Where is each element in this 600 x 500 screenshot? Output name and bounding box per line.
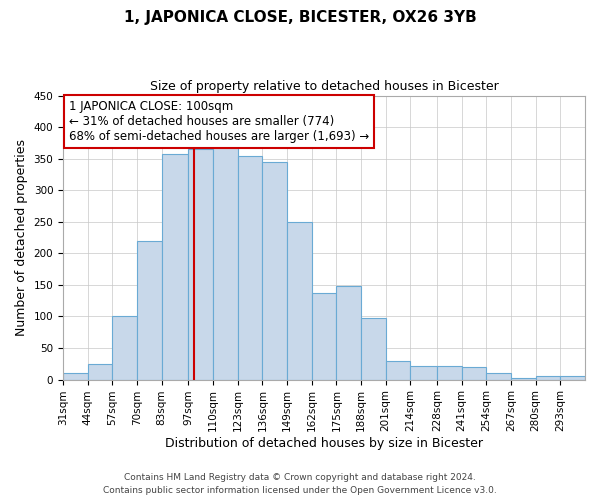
Bar [437, 366, 461, 380]
Bar [486, 372, 511, 380]
Bar [536, 376, 560, 380]
Bar [337, 286, 361, 380]
Title: Size of property relative to detached houses in Bicester: Size of property relative to detached ho… [149, 80, 499, 93]
Bar [361, 318, 386, 380]
Bar [262, 162, 287, 380]
Text: 1 JAPONICA CLOSE: 100sqm
← 31% of detached houses are smaller (774)
68% of semi-: 1 JAPONICA CLOSE: 100sqm ← 31% of detach… [69, 100, 369, 143]
Bar [63, 374, 88, 380]
Bar [188, 149, 213, 380]
Bar [88, 364, 112, 380]
Bar [560, 376, 585, 380]
Bar [213, 148, 238, 380]
Bar [511, 378, 536, 380]
Bar [137, 240, 162, 380]
Bar [287, 222, 311, 380]
Bar [112, 316, 137, 380]
Text: 1, JAPONICA CLOSE, BICESTER, OX26 3YB: 1, JAPONICA CLOSE, BICESTER, OX26 3YB [124, 10, 476, 25]
Y-axis label: Number of detached properties: Number of detached properties [15, 139, 28, 336]
Bar [311, 293, 337, 380]
X-axis label: Distribution of detached houses by size in Bicester: Distribution of detached houses by size … [165, 437, 483, 450]
Bar [162, 154, 188, 380]
Text: Contains HM Land Registry data © Crown copyright and database right 2024.
Contai: Contains HM Land Registry data © Crown c… [103, 474, 497, 495]
Bar [461, 367, 486, 380]
Bar [386, 360, 410, 380]
Bar [410, 366, 437, 380]
Bar [238, 156, 262, 380]
